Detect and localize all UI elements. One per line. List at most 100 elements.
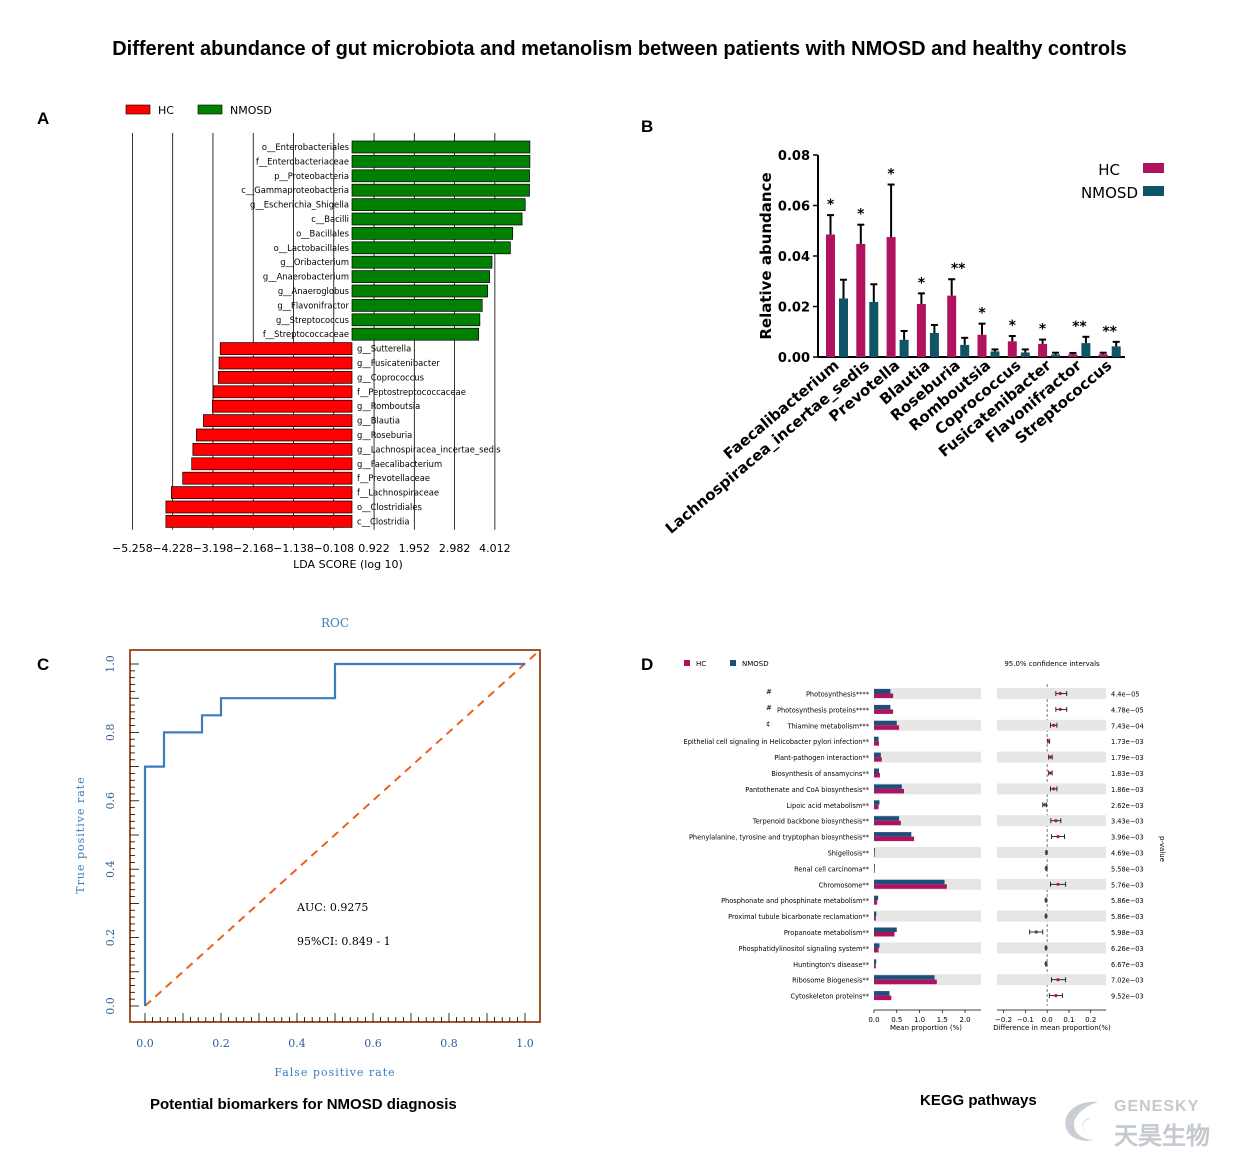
kegg-bar-nmosd: [874, 879, 945, 885]
kegg-right-tick-label: −0.1: [1017, 1016, 1034, 1024]
kegg-diff-point: [1034, 930, 1038, 934]
kegg-bar-nmosd: [874, 848, 875, 853]
abundance-bar-nmosd: [1081, 343, 1091, 357]
kegg-bar-nmosd: [874, 975, 935, 980]
kegg-diff-point: [1047, 739, 1051, 743]
kegg-pvalue-label: p-value: [1158, 836, 1166, 862]
kegg-bar-nmosd: [874, 736, 879, 742]
roc-title: ROC: [321, 616, 349, 630]
kegg-pathway-label: Propanoate metabolism**: [784, 929, 870, 937]
kegg-pvalue: 5.58e−03: [1111, 865, 1144, 873]
lda-bar: [203, 414, 353, 427]
panel-label-a: A: [37, 109, 50, 128]
kegg-diff-point: [1044, 898, 1048, 902]
kegg-left-tick-label: 1.5: [937, 1016, 948, 1024]
lda-bar: [351, 270, 490, 283]
kegg-right-tick-label: 0.2: [1085, 1016, 1096, 1024]
lda-xtick-label: 1.952: [399, 542, 431, 555]
significance-marker: *: [857, 207, 865, 223]
legend-label-hc: HC: [158, 104, 174, 117]
lda-bar-label: c__Clostridia: [357, 516, 409, 526]
kegg-row-band: [874, 751, 981, 763]
kegg-row-band: [874, 910, 981, 922]
kegg-diff-point: [1058, 707, 1062, 711]
kegg-right-tick-label: 0.0: [1042, 1016, 1053, 1024]
abundance-ytick-label: 0.08: [778, 149, 810, 164]
roc-chart: ROC 0.0 0.0 0.2 0.2 0.4 0.4 0.6 0.6 0.8 0.8 1.0 1.0 F…: [74, 616, 541, 1079]
kegg-bar-hc: [874, 932, 895, 937]
lda-bar: [351, 140, 531, 154]
roc-xtick-label: 1.0: [516, 1037, 534, 1050]
legend-label-nmosd: NMOSD: [230, 104, 272, 117]
kegg-bar-hc: [874, 804, 879, 810]
panel-label-d: D: [641, 655, 654, 674]
abundance-ytick-label: 0.06: [778, 200, 810, 215]
lda-bar-label: g__Roseburia: [357, 430, 412, 440]
kegg-pathway-label: Photosynthesis****: [806, 691, 870, 699]
roc-ytick-label: 0.6: [104, 792, 117, 810]
abundance-bar-nmosd: [1051, 354, 1061, 357]
kegg-pvalue: 9.52e−03: [1111, 993, 1144, 1001]
kegg-right-tick-label: −0.2: [995, 1016, 1012, 1024]
kegg-pathway-label: Terpenoid backbone biosynthesis**: [752, 818, 870, 826]
kegg-pvalue: 5.98e−03: [1111, 929, 1144, 937]
abundance-bar-nmosd: [869, 301, 879, 357]
roc-ci-label: 95%CI: 0.849 - 1: [297, 935, 391, 948]
roc-ytick-label: 0.4: [104, 860, 117, 878]
kegg-diff-point: [1042, 803, 1047, 807]
abundance-ytick-label: 0.04: [778, 250, 810, 265]
kegg-pathway-label: Lipoic acid metabolism**: [787, 802, 870, 810]
kegg-pvalue: 4.69e−03: [1111, 850, 1144, 858]
kegg-pvalue: 1.86e−03: [1111, 786, 1144, 794]
roc-diagonal: [144, 649, 541, 1007]
lda-bar: [192, 443, 353, 456]
lda-bar-label: f__Lachnospiraceae: [357, 488, 439, 498]
kegg-row-band: [997, 910, 1106, 922]
significance-marker: *: [918, 275, 926, 291]
kegg-bar-nmosd: [874, 704, 891, 710]
lda-bar-label: g__Faecalibacterium: [357, 459, 442, 469]
kegg-diff-point: [1044, 866, 1048, 870]
kegg-pathway-label: Chromosome**: [819, 881, 870, 889]
lda-xtick-label: −5.258: [112, 542, 153, 555]
lda-bar-label: g__Lachnospiracea_incertae_sedis: [357, 444, 501, 454]
lda-bar-label: p__Proteobacteria: [274, 171, 349, 181]
logo-latin: GENESKY: [1114, 1098, 1200, 1115]
kegg-bar-nmosd: [874, 832, 912, 837]
lda-bar-label: g__Anaeroglobus: [278, 286, 349, 296]
lda-bar-label: g__Coprococcus: [357, 372, 424, 382]
kegg-bar-hc: [874, 709, 894, 714]
kegg-row-band: [874, 783, 981, 795]
caption-kegg: KEGG pathways: [920, 1092, 1037, 1109]
kegg-bar-hc: [874, 995, 892, 1001]
kegg-pvalue: 2.62e−03: [1111, 802, 1144, 810]
kegg-legend-swatch-hc: [684, 660, 690, 666]
kegg-legend-hc: HC: [696, 660, 706, 668]
lda-bar: [212, 399, 353, 413]
abundance-bar-nmosd: [960, 344, 970, 357]
kegg-row-band: [997, 688, 1106, 699]
lda-bar-label: g__Romboutsia: [357, 401, 420, 411]
lda-bar: [351, 155, 531, 168]
kegg-bar-hc: [874, 979, 937, 985]
lda-bar: [165, 515, 353, 528]
lda-bar: [351, 313, 481, 327]
kegg-pvalue: 1.79e−03: [1111, 754, 1144, 762]
lda-xtick-label: −2.168: [233, 542, 274, 555]
abundance-ylabel: Relative abundance: [757, 172, 775, 339]
kegg-row-band: [874, 719, 981, 731]
roc-xlabel: False positive rate: [274, 1066, 395, 1079]
lda-bar-label: g__Fusicatenibacter: [357, 358, 440, 368]
legend-swatch-nmosd: [197, 104, 223, 115]
kegg-left-xlabel: Mean proportion (%): [890, 1024, 962, 1032]
lda-bar: [351, 227, 514, 240]
roc-auc-label: AUC: 0.9275: [296, 901, 368, 914]
kegg-pathway-label: Plant-pathogen interaction**: [774, 754, 869, 762]
kegg-row-band: [874, 815, 981, 827]
kegg-bar-hc: [874, 884, 947, 889]
abundance-bar-hc: [1038, 343, 1048, 357]
abundance-bar-nmosd: [1020, 352, 1030, 357]
kegg-legend-nmosd: NMOSD: [742, 660, 769, 668]
lda-bar: [171, 486, 353, 499]
